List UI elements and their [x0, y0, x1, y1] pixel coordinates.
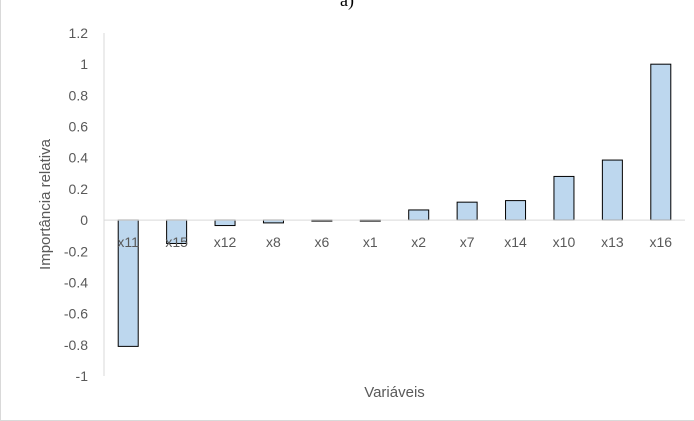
x-tick-label: x13: [601, 234, 624, 250]
y-tick-label: 1: [80, 56, 88, 72]
panel-label: a): [340, 0, 354, 10]
y-tick-label: 1.2: [69, 25, 89, 41]
y-tick-label: 0.6: [69, 119, 89, 135]
x-tick-label: x15: [165, 234, 188, 250]
y-tick-label: -1: [76, 368, 89, 384]
x-tick-label: x6: [314, 234, 329, 250]
x-tick-label: x7: [460, 234, 475, 250]
bar-x10: [553, 175, 575, 221]
y-axis-title: Importância relativa: [37, 138, 54, 270]
x-tick-label: x2: [411, 234, 426, 250]
x-tick-label: x8: [266, 234, 281, 250]
y-tick-label: -0.2: [64, 243, 88, 259]
y-tick-label: -0.4: [64, 274, 88, 290]
x-tick-label: x11: [117, 234, 139, 250]
bar-x13: [601, 159, 623, 221]
y-tick-label: -0.6: [64, 306, 88, 322]
x-tick-label: x10: [553, 234, 576, 250]
x-tick-label: x12: [214, 234, 237, 250]
x-axis-tick-labels: x11 x15 x12 x8 x6 x1 x2 x7 x14 x10 x13 x16: [117, 234, 672, 250]
x-axis-title: Variáveis: [364, 384, 425, 401]
bar-x2: [408, 209, 430, 221]
y-tick-label: 0.4: [69, 150, 89, 166]
bars: [117, 63, 672, 347]
y-tick-label: -0.8: [64, 337, 88, 353]
y-tick-label: 0.2: [69, 181, 89, 197]
x-tick-label: x1: [363, 234, 378, 250]
y-tick-label: 0: [80, 212, 88, 228]
bar-x7: [456, 201, 478, 221]
bar-x16: [650, 63, 672, 221]
y-axis-ticks: 1.2 1 0.8 0.6 0.4 0.2 0 -0.2 -0.4 -0.6 -0.8 -1: [64, 25, 88, 384]
y-tick-label: 0.8: [69, 87, 89, 103]
bar-x12: [214, 219, 236, 227]
x-tick-label: x14: [504, 234, 527, 250]
x-tick-label: x16: [650, 234, 673, 250]
bar-x14: [505, 200, 527, 221]
